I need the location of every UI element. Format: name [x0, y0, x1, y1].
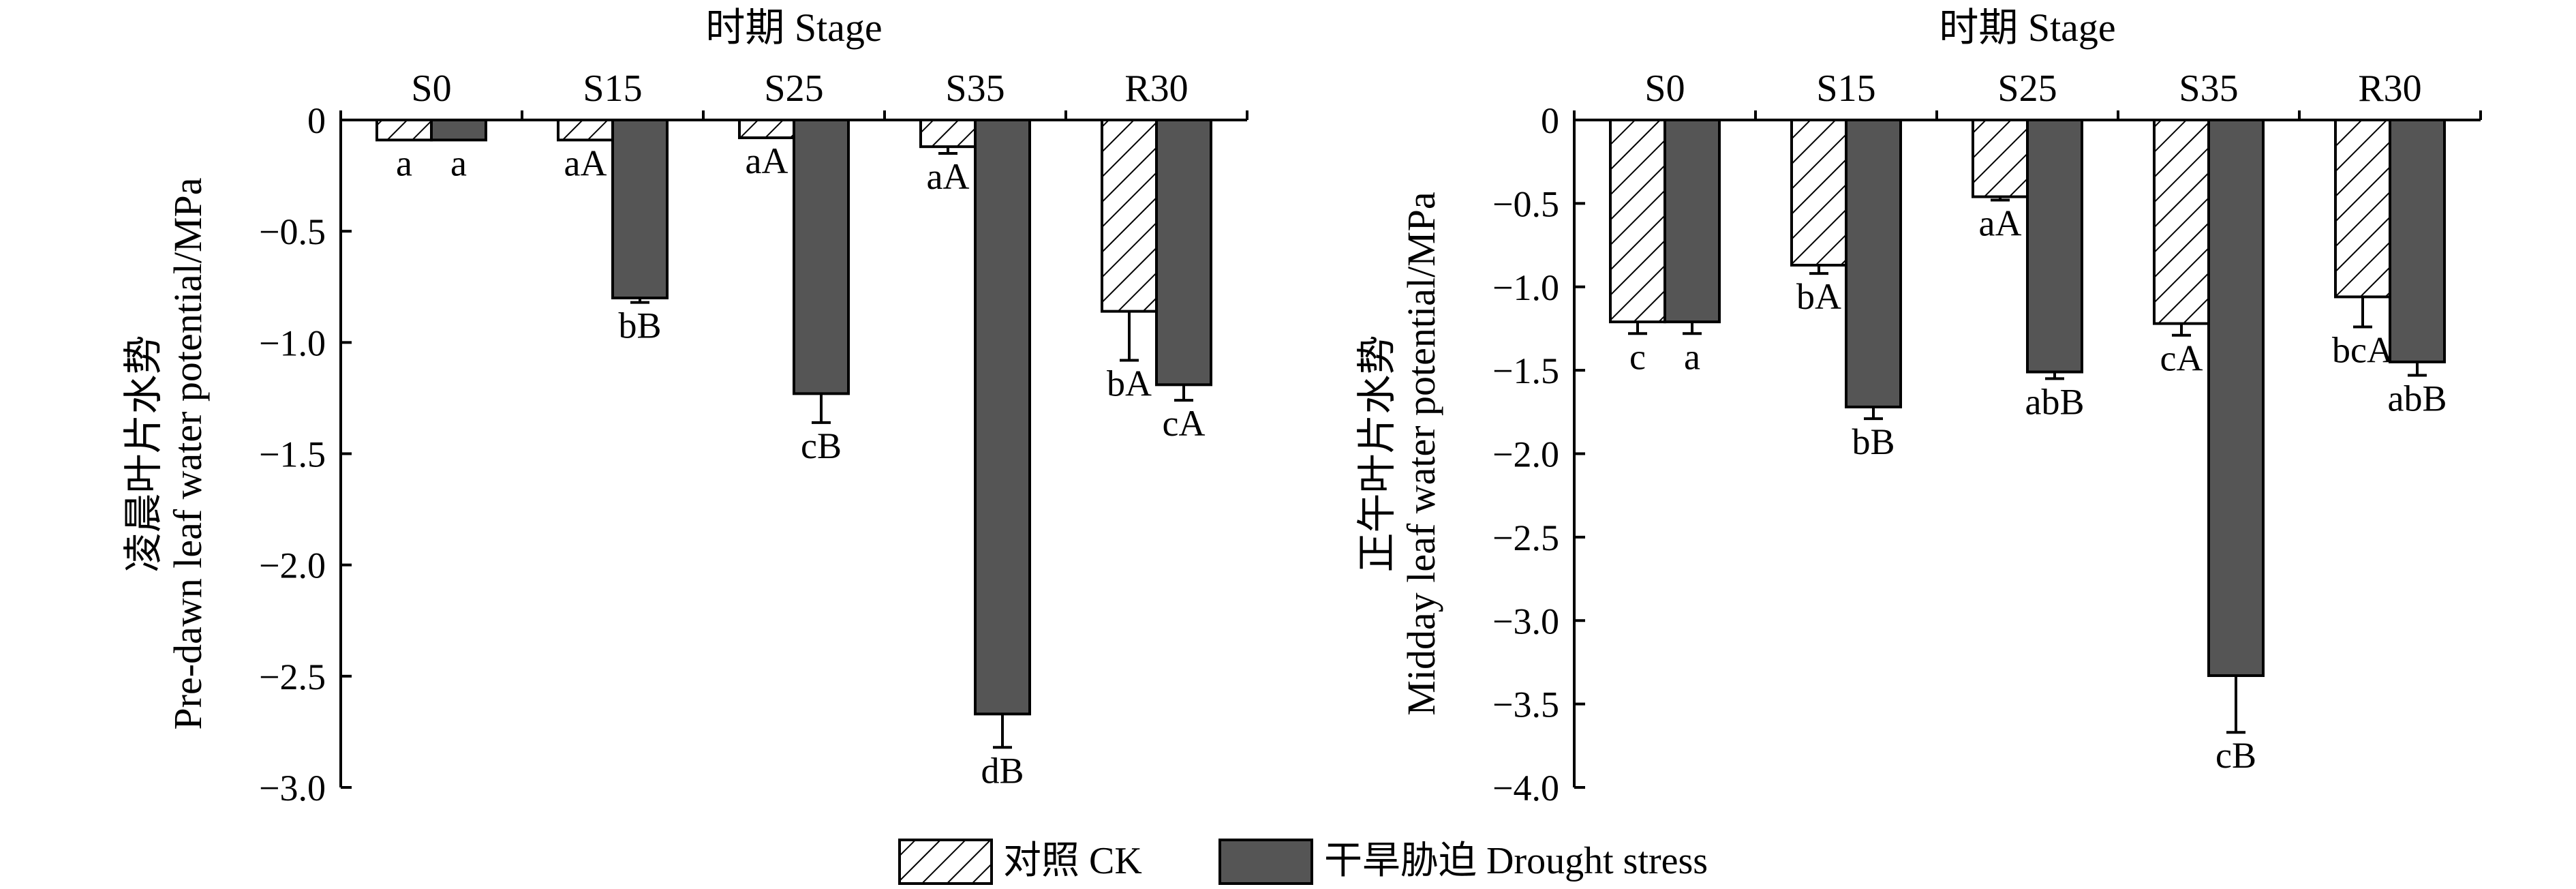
- chart-title: 时期 Stage: [1939, 5, 2115, 50]
- bar-ck: [2153, 119, 2210, 325]
- x-category-label: R30: [2358, 67, 2421, 110]
- bar-ck: [738, 119, 795, 140]
- x-category-label: S25: [764, 67, 823, 110]
- chart-title: 时期 Stage: [705, 5, 882, 50]
- bar-drought: [2026, 119, 2083, 374]
- significance-label: a: [396, 142, 412, 183]
- bar-drought: [2389, 119, 2446, 363]
- chart-panel-midday: 0 −0.5 −1.0 −1.5 −2.0 −2.5 −3.0 −3.5 −4.0 S0 S15 S2…: [1355, 5, 2482, 809]
- significance-label: aA: [564, 142, 607, 183]
- legend-swatch-ck: [898, 839, 993, 885]
- significance-label: dB: [981, 750, 1024, 791]
- significance-label: bcA: [2332, 329, 2393, 370]
- x-category-label: S15: [1816, 67, 1875, 110]
- x-category-label: S0: [1644, 67, 1685, 110]
- significance-label: cB: [801, 425, 842, 466]
- significance-label: c: [1629, 336, 1646, 377]
- y-tick-label: −1.5: [1492, 350, 1559, 391]
- y-tick-label: −2.5: [1492, 517, 1559, 558]
- bar-ck: [1609, 119, 1666, 324]
- y-tick-label: −3.0: [1492, 601, 1559, 642]
- y-axis-label-cn: 正午叶片水势: [1355, 335, 1399, 572]
- y-axis-label-en: Midday leaf water potential/MPa: [1399, 192, 1443, 715]
- x-category-label: S35: [2179, 67, 2238, 110]
- bar-ck: [2334, 119, 2391, 299]
- significance-label: aA: [746, 140, 788, 181]
- bar-drought: [611, 119, 669, 300]
- y-tick-label: −1.0: [259, 322, 326, 363]
- y-tick-label: −1.0: [1492, 267, 1559, 308]
- y-tick-label: −2.0: [259, 545, 326, 586]
- bar-drought: [2207, 119, 2265, 678]
- bar-ck: [1790, 119, 1847, 267]
- bar-drought: [1155, 119, 1212, 387]
- y-tick-label: −2.5: [259, 657, 326, 697]
- significance-label: aA: [1979, 202, 2022, 243]
- significance-label: a: [450, 142, 467, 183]
- x-category-label: S35: [945, 67, 1005, 110]
- significance-label: cA: [1163, 403, 1206, 444]
- x-category-label: R30: [1124, 67, 1188, 110]
- legend-swatch-drought: [1218, 839, 1313, 885]
- bar-drought: [793, 119, 850, 395]
- legend-label-ck: 对照 CK: [1003, 840, 1142, 882]
- bar-drought: [974, 119, 1031, 716]
- significance-label: bB: [1852, 421, 1895, 462]
- y-tick-label: −0.5: [1492, 183, 1559, 224]
- x-category-label: S25: [1997, 67, 2057, 110]
- significance-label: a: [1684, 336, 1700, 377]
- significance-label: bA: [1107, 363, 1152, 404]
- y-tick-label: −4.0: [1492, 768, 1559, 809]
- y-tick-label: −3.5: [1492, 684, 1559, 725]
- significance-label: bA: [1796, 276, 1841, 317]
- y-tick-label: −1.5: [259, 434, 326, 475]
- legend: 对照 CK 干旱胁迫 Drought stress: [898, 839, 1708, 885]
- y-tick-label: −0.5: [259, 211, 326, 252]
- y-tick-label: −3.0: [259, 768, 326, 809]
- y-tick-label: 0: [1541, 100, 1559, 141]
- chart-panel-predawn: 0 −0.5 −1.0 −1.5 −2.0 −2.5 −3.0 S0 S15 S25 S35 R30 时…: [121, 5, 1248, 809]
- significance-label: aA: [927, 156, 970, 197]
- bar-ck: [919, 119, 977, 149]
- bar-drought: [1663, 119, 1721, 324]
- y-axis-label-cn: 凌晨叶片水势: [121, 335, 166, 572]
- bar-drought: [1845, 119, 1902, 408]
- x-category-label: S0: [411, 67, 451, 110]
- significance-label: cA: [2160, 338, 2203, 379]
- significance-label: abB: [2025, 381, 2085, 422]
- bar-ck: [557, 119, 614, 142]
- significance-label: cB: [2215, 735, 2256, 776]
- bar-ck: [1101, 119, 1158, 313]
- x-category-label: S15: [583, 67, 642, 110]
- bar-ck: [375, 119, 433, 142]
- bar-ck: [1972, 119, 2029, 198]
- bar-drought: [430, 119, 487, 142]
- y-axis-label-en: Pre-dawn leaf water potential/MPa: [166, 177, 210, 729]
- significance-label: bB: [618, 305, 661, 346]
- y-tick-label: −2.0: [1492, 434, 1559, 475]
- significance-label: abB: [2388, 378, 2447, 419]
- legend-label-drought: 干旱胁迫 Drought stress: [1324, 840, 1708, 882]
- y-tick-label: 0: [307, 100, 326, 141]
